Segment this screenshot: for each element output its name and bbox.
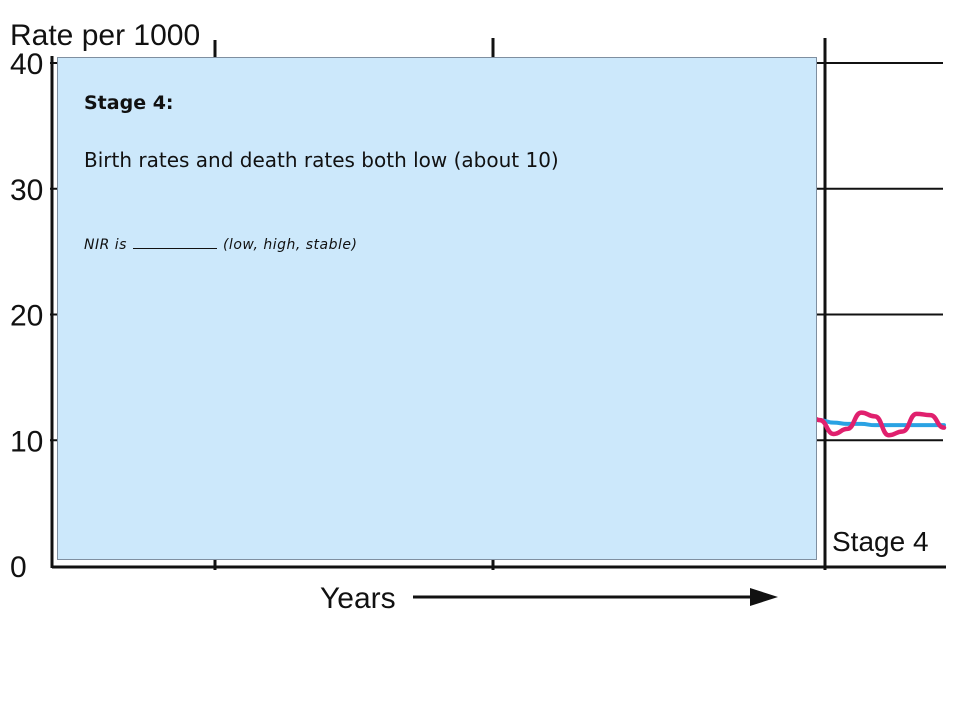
panel-body: Birth rates and death rates both low (ab… — [84, 148, 559, 172]
stage-info-panel: Stage 4: Birth rates and death rates bot… — [57, 57, 817, 560]
series-line-magenta — [803, 409, 947, 438]
note-suffix: (low, high, stable) — [222, 237, 358, 253]
axes — [50, 56, 946, 569]
y-tick-labels: 40 30 20 10 0 — [10, 48, 43, 584]
x-axis-arrow — [413, 588, 778, 606]
series-lines — [803, 409, 947, 438]
panel-heading: Stage 4: — [84, 92, 174, 114]
y-tick-label: 0 — [10, 551, 27, 584]
stage-4-label: Stage 4 — [832, 526, 929, 557]
y-tick-label: 20 — [10, 300, 43, 333]
y-axis-title: Rate per 1000 — [10, 19, 200, 52]
y-tick-label: 30 — [10, 174, 43, 207]
panel-note: NIR is (low, high, stable) — [84, 236, 357, 253]
y-tick-label: 10 — [10, 425, 43, 458]
series-line-blue — [804, 416, 946, 428]
x-axis-title: Years — [320, 582, 396, 615]
fill-in-blank — [132, 236, 217, 249]
note-prefix: NIR is — [84, 237, 127, 253]
y-tick-label: 40 — [10, 48, 43, 81]
